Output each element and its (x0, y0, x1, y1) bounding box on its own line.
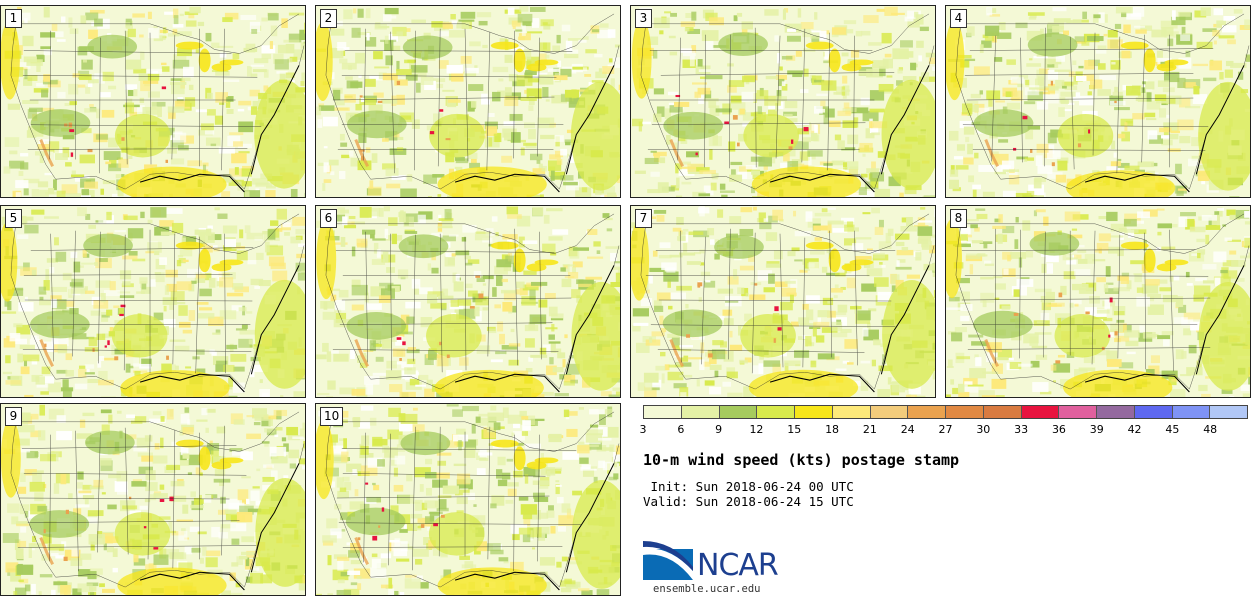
ensemble-url[interactable]: ensemble.ucar.edu (653, 583, 761, 595)
stamp-panel-10[interactable]: 10 (315, 403, 621, 596)
colorbar-swatch (1021, 406, 1060, 418)
colorbar-tick-label: 9 (715, 423, 723, 436)
colorbar-tick-label: 24 (900, 423, 915, 436)
colorbar-swatch (1210, 406, 1247, 418)
colorbar-tick-label: 36 (1051, 423, 1066, 436)
panel-number-label: 10 (320, 407, 344, 426)
colorbar-tick-label: 15 (787, 423, 802, 436)
colorbar-swatch (946, 406, 984, 418)
colorbar-swatch (1172, 406, 1211, 418)
panel-number-label: 9 (5, 407, 22, 426)
panel-number-label: 1 (5, 9, 22, 28)
ncar-wordmark: NCAR (697, 548, 779, 583)
stamp-panel-2[interactable]: 2 (315, 5, 621, 198)
panel-number-label: 6 (320, 209, 337, 228)
wind-speed-map (316, 404, 620, 595)
stamp-panel-7[interactable]: 7 (630, 205, 936, 398)
colorbar-tick-label: 21 (862, 423, 877, 436)
panel-number-label: 2 (320, 9, 337, 28)
colorbar-swatch (1134, 406, 1173, 418)
colorbar-swatch (1097, 406, 1135, 418)
colorbar-tick-label: 27 (938, 423, 953, 436)
colorbar-swatch (757, 406, 795, 418)
wind-speed-map (946, 6, 1250, 197)
valid-time-label: Valid: Sun 2018-06-24 15 UTC (643, 494, 854, 509)
colorbar-swatch (681, 406, 720, 418)
colorbar-tick-label: 3 (639, 423, 647, 436)
colorbar-tick-label: 6 (677, 423, 685, 436)
wind-speed-map (946, 206, 1250, 397)
colorbar-tick-label: 42 (1127, 423, 1142, 436)
wind-speed-map (1, 6, 305, 197)
wind-speed-map (631, 206, 935, 397)
ncar-swoosh-icon (643, 541, 693, 580)
stamp-panel-1[interactable]: 1 (0, 5, 306, 198)
panel-number-label: 7 (635, 209, 652, 228)
colorbar-tick-label: 18 (825, 423, 840, 436)
stamp-panel-8[interactable]: 8 (945, 205, 1251, 398)
colorbar-tick-label: 48 (1203, 423, 1218, 436)
colorbar-tick-label: 45 (1165, 423, 1180, 436)
wind-speed-map (1, 206, 305, 397)
stamp-panel-4[interactable]: 4 (945, 5, 1251, 198)
colorbar-tick-label: 30 (976, 423, 991, 436)
colorbar-tick-label: 33 (1014, 423, 1029, 436)
colorbar-swatch (795, 406, 833, 418)
wind-speed-map (1, 404, 305, 595)
colorbar-swatch (644, 406, 682, 418)
colorbar-swatch (983, 406, 1022, 418)
stamp-panel-9[interactable]: 9 (0, 403, 306, 596)
colorbar-tick-labels: 3 6 9 12 15 18 21 24 27 30 33 36 39 42 45 48 (639, 423, 1248, 439)
colorbar-swatch (908, 406, 946, 418)
colorbar-tick-label: 12 (749, 423, 764, 436)
stamp-panel-3[interactable]: 3 (630, 5, 936, 198)
colorbar-swatch (870, 406, 909, 418)
wind-speed-map (316, 6, 620, 197)
stamp-panel-6[interactable]: 6 (315, 205, 621, 398)
panel-number-label: 4 (950, 9, 967, 28)
colorbar-swatch (1059, 406, 1097, 418)
colorbar (643, 405, 1248, 419)
panel-number-label: 3 (635, 9, 652, 28)
colorbar-swatch (832, 406, 871, 418)
init-time-label: Init: Sun 2018-06-24 00 UTC (643, 479, 854, 494)
colorbar-swatch (719, 406, 758, 418)
ncar-logo: NCAR (643, 541, 793, 583)
plot-title: 10-m wind speed (kts) postage stamp (643, 451, 960, 469)
wind-speed-map (316, 206, 620, 397)
panel-number-label: 8 (950, 209, 967, 228)
colorbar-tick-label: 39 (1089, 423, 1104, 436)
wind-speed-map (631, 6, 935, 197)
panel-number-label: 5 (5, 209, 22, 228)
stamp-panel-5[interactable]: 5 (0, 205, 306, 398)
